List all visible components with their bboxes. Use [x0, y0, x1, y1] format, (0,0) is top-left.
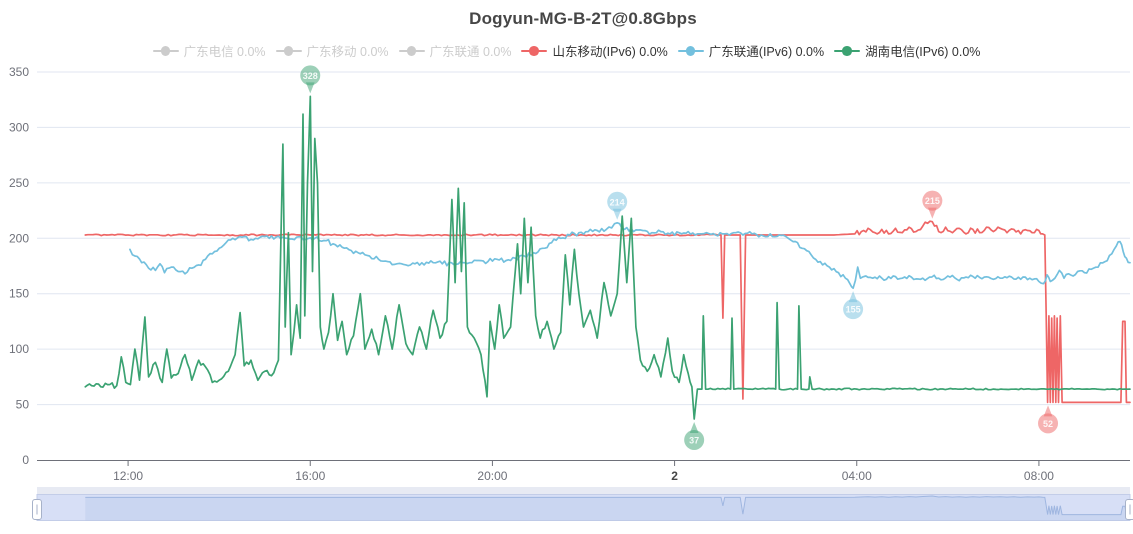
chart-title: Dogyun-MG-B-2T@0.8Gbps — [469, 9, 697, 28]
markpoint-max-广东联通(IPv6): 214 — [607, 191, 628, 220]
x-tick-label: 16:00 — [295, 469, 325, 483]
y-axis-label: 300 — [9, 120, 29, 134]
markpoint-min-山东移动(IPv6): 52 — [1038, 405, 1059, 434]
legend-item-label: 广东联通 0.0% — [429, 45, 512, 59]
legend-item-3[interactable]: 山东移动(IPv6) 0.0% — [521, 41, 668, 60]
markpoint-max-山东移动(IPv6): 215 — [922, 190, 943, 219]
legend-item-label: 广东电信 0.0% — [183, 45, 266, 59]
svg-text:37: 37 — [689, 435, 699, 445]
y-axis-label: 350 — [9, 65, 29, 79]
svg-text:155: 155 — [846, 305, 861, 315]
y-axis-label: 50 — [16, 398, 30, 412]
x-tick-label: 12:00 — [113, 469, 143, 483]
legend-item-5[interactable]: 湖南电信(IPv6) 0.0% — [834, 41, 980, 60]
legend-line-icon — [521, 44, 548, 57]
legend-item-label: 湖南电信(IPv6) 0.0% — [865, 45, 981, 59]
y-axis-label: 250 — [9, 176, 29, 190]
markpoint-min-广东联通(IPv6): 155 — [843, 291, 864, 320]
legend-item-label: 山东移动(IPv6) 0.0% — [552, 45, 668, 59]
y-axis-label: 200 — [9, 231, 29, 245]
datazoom-right-handle[interactable] — [1125, 499, 1133, 520]
markpoint-max-湖南电信(IPv6): 328 — [300, 65, 321, 94]
series-line-山东移动(IPv6) — [84, 220, 1131, 404]
y-axis-label: 0 — [22, 453, 29, 467]
legend-item-4[interactable]: 广东联通(IPv6) 0.0% — [677, 41, 825, 60]
x-tick-label: 2 — [671, 469, 678, 483]
datazoom-shadow-line — [85, 495, 1130, 516]
markpoint-min-湖南电信(IPv6): 37 — [684, 421, 705, 450]
legend-line-icon — [677, 44, 704, 57]
legend-line-icon — [834, 44, 861, 57]
svg-text:328: 328 — [303, 71, 318, 81]
legend-item-label: 广东移动 0.0% — [306, 45, 389, 59]
y-axis-label: 150 — [9, 287, 29, 301]
svg-text:214: 214 — [610, 197, 625, 207]
series-line-湖南电信(IPv6) — [84, 95, 1131, 420]
y-axis-label: 100 — [9, 342, 29, 356]
datazoom-shadow-area — [85, 496, 1130, 521]
legend-item-label: 广东联通(IPv6) 0.0% — [708, 45, 825, 59]
legend: 广东电信 0.0% 广东移动 0.0% 广东联通 0.0% 山东移动(IPv6) 0.… — [0, 41, 1133, 60]
svg-text:215: 215 — [925, 196, 940, 206]
legend-line-icon — [398, 44, 425, 57]
x-tick-label: 08:00 — [1024, 469, 1054, 483]
svg-text:52: 52 — [1043, 419, 1053, 429]
datazoom-slider[interactable] — [36, 494, 1131, 521]
series-line-广东联通(IPv6) — [129, 221, 1131, 290]
x-tick-label: 20:00 — [477, 469, 507, 483]
legend-line-icon — [152, 44, 179, 57]
legend-item-0[interactable]: 广东电信 0.0% — [152, 41, 266, 60]
legend-item-2[interactable]: 广东联通 0.0% — [398, 41, 512, 60]
x-tick-label: 04:00 — [842, 469, 872, 483]
legend-line-icon — [275, 44, 302, 57]
datazoom-strip[interactable] — [37, 487, 1130, 495]
legend-item-1[interactable]: 广东移动 0.0% — [275, 41, 389, 60]
